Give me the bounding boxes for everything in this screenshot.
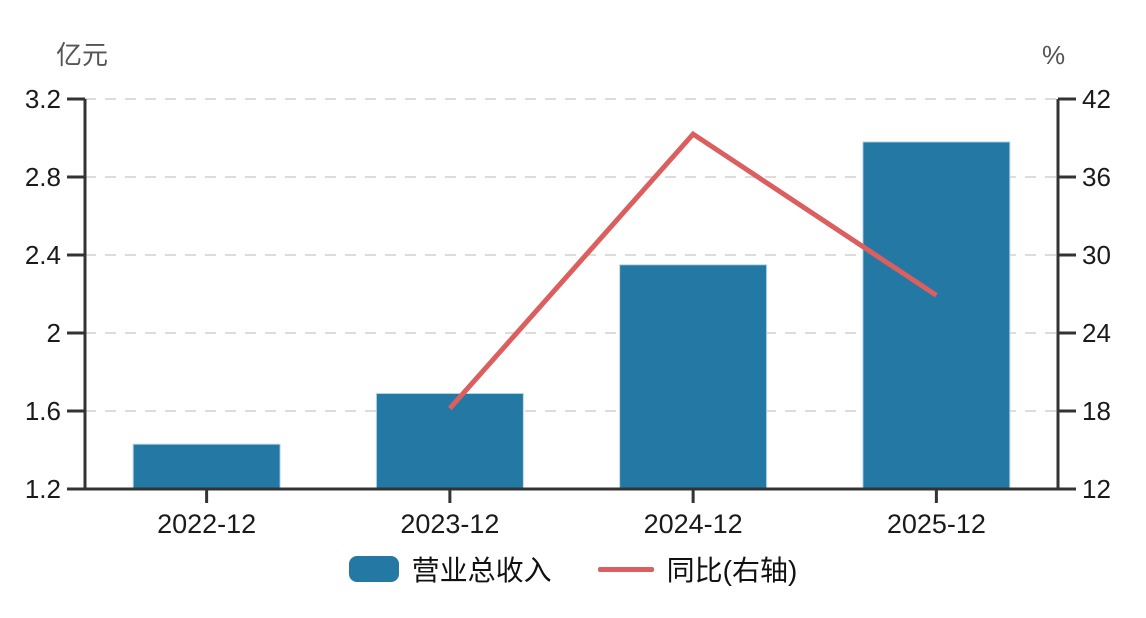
bar-2023-12[interactable]: [375, 392, 524, 490]
legend: 营业总收入 同比(右轴): [0, 549, 1146, 589]
legend-item-revenue[interactable]: 营业总收入: [348, 549, 552, 589]
right-axis-tick-label: 30: [1082, 240, 1111, 270]
right-axis-tick-label: 24: [1082, 318, 1111, 348]
left-axis-tick-label: 3.2: [25, 84, 61, 114]
bar-2024-12[interactable]: [619, 264, 768, 490]
legend-item-yoy[interactable]: 同比(右轴): [597, 549, 798, 589]
left-axis-tick-label: 1.6: [25, 396, 61, 426]
right-axis-tick-label: 18: [1082, 396, 1111, 426]
bar-series-swatch-icon: [348, 556, 399, 582]
x-axis-label: 2022-12: [157, 509, 256, 539]
bar-2025-12[interactable]: [862, 141, 1011, 490]
right-axis-tick-label: 36: [1082, 162, 1111, 192]
right-axis-tick-label: 42: [1082, 84, 1111, 114]
x-axis-label: 2025-12: [887, 509, 986, 539]
yoy-line: [448, 130, 938, 411]
legend-label-yoy: 同比(右轴): [666, 555, 798, 586]
left-axis-tick-label: 1.2: [25, 474, 61, 504]
left-axis-tick-label: 2.4: [25, 240, 61, 270]
right-axis-unit-label: %: [1042, 40, 1066, 70]
legend-label-revenue: 营业总收入: [411, 555, 552, 586]
left-axis-tick-label: 2: [47, 318, 61, 348]
bar-2022-12[interactable]: [132, 443, 281, 490]
x-axis-label: 2023-12: [400, 509, 499, 539]
x-axis-label: 2024-12: [644, 509, 743, 539]
line-series-swatch-icon: [597, 566, 654, 572]
right-axis-tick-label: 12: [1082, 474, 1111, 504]
left-axis-tick-label: 2.8: [25, 162, 61, 192]
left-axis-unit-label: 亿元: [56, 40, 109, 70]
